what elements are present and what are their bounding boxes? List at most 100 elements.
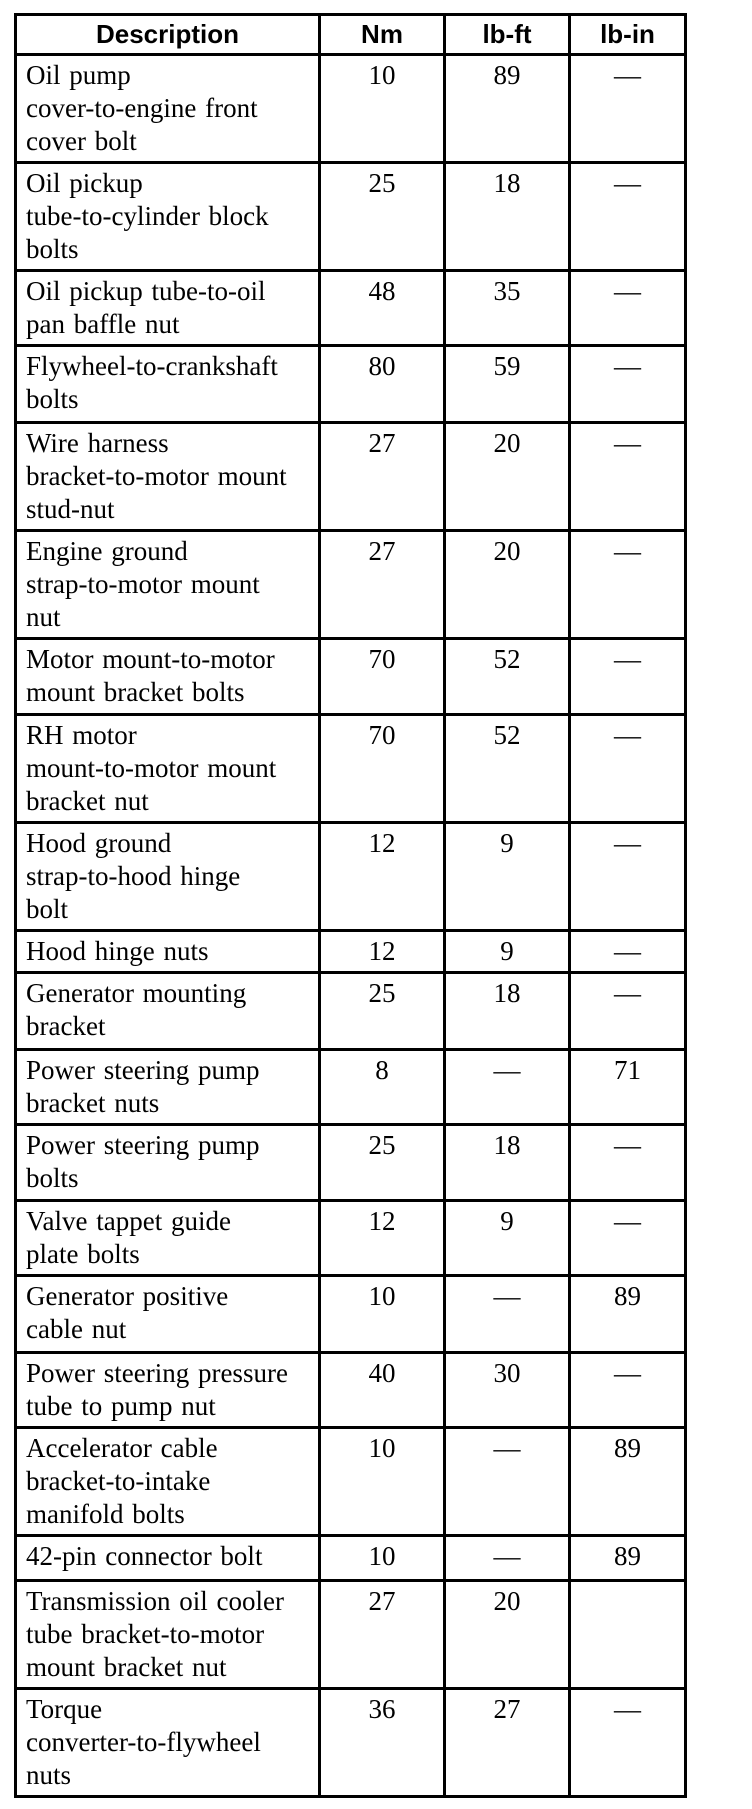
lb-ft-cell: 35: [443, 269, 571, 347]
nm-cell: 80: [318, 344, 446, 424]
column-header-description: Description: [14, 13, 321, 56]
nm-cell: 25: [318, 161, 446, 272]
lb-in-cell: 71: [568, 1048, 687, 1126]
description-cell: 42-pin connector bolt: [14, 1534, 321, 1582]
table-row: Transmission oil cooler tube bracket-to-…: [14, 1579, 687, 1690]
table-row: 42-pin connector bolt 10 — 89: [14, 1534, 687, 1582]
column-header-lb-ft: lb-ft: [443, 13, 571, 56]
table-row: Wire harness bracket-to-motor mount stud…: [14, 421, 687, 532]
description-cell: Oil pump cover-to-engine front cover bol…: [14, 53, 321, 164]
nm-cell: 27: [318, 529, 446, 640]
nm-cell: 27: [318, 421, 446, 532]
description-cell: Transmission oil cooler tube bracket-to-…: [14, 1579, 321, 1690]
lb-ft-cell: —: [443, 1426, 571, 1537]
lb-ft-cell: 18: [443, 161, 571, 272]
description-cell: Power steering pump bracket nuts: [14, 1048, 321, 1126]
lb-in-cell: —: [568, 713, 687, 824]
nm-cell: 10: [318, 1426, 446, 1537]
lb-ft-cell: 9: [443, 821, 571, 932]
table-row: Flywheel-to-crankshaft bolts 80 59 —: [14, 344, 687, 424]
lb-in-cell: 89: [568, 1426, 687, 1537]
table-row: Oil pickup tube-to-cylinder block bolts …: [14, 161, 687, 272]
description-cell: Generator mounting bracket: [14, 971, 321, 1051]
lb-ft-cell: 20: [443, 1579, 571, 1690]
description-cell: Power steering pump bolts: [14, 1123, 321, 1202]
lb-in-cell: —: [568, 344, 687, 424]
nm-cell: 70: [318, 637, 446, 716]
nm-cell: 12: [318, 929, 446, 974]
table-row: Generator mounting bracket 25 18 —: [14, 971, 687, 1051]
lb-ft-cell: 89: [443, 53, 571, 164]
lb-ft-cell: 52: [443, 713, 571, 824]
description-cell: Oil pickup tube-to-oil pan baffle nut: [14, 269, 321, 347]
nm-cell: 70: [318, 713, 446, 824]
description-cell: Torque converter-to-flywheel nuts: [14, 1687, 321, 1798]
nm-cell: 40: [318, 1351, 446, 1429]
torque-specifications-table: Description Nm lb-ft lb-in Oil pump cove…: [14, 13, 687, 1798]
table-row: Accelerator cable bracket-to-intake mani…: [14, 1426, 687, 1537]
table-header-row: Description Nm lb-ft lb-in: [14, 13, 687, 56]
lb-ft-cell: 9: [443, 929, 571, 974]
description-cell: Motor mount-to-motor mount bracket bolts: [14, 637, 321, 716]
table-row: Oil pickup tube-to-oil pan baffle nut 48…: [14, 269, 687, 347]
description-cell: Valve tappet guide plate bolts: [14, 1199, 321, 1277]
nm-cell: 12: [318, 1199, 446, 1277]
lb-in-cell: 89: [568, 1534, 687, 1582]
lb-ft-cell: 9: [443, 1199, 571, 1277]
nm-cell: 12: [318, 821, 446, 932]
lb-ft-cell: 27: [443, 1687, 571, 1798]
lb-ft-cell: —: [443, 1274, 571, 1354]
table-row: RH motor mount-to-motor mount bracket nu…: [14, 713, 687, 824]
nm-cell: 10: [318, 1534, 446, 1582]
lb-in-cell: —: [568, 1687, 687, 1798]
lb-ft-cell: —: [443, 1048, 571, 1126]
lb-ft-cell: 18: [443, 971, 571, 1051]
lb-in-cell: —: [568, 1351, 687, 1429]
lb-in-cell: 89: [568, 1274, 687, 1354]
table-row: Hood ground strap-to-hood hinge bolt 12 …: [14, 821, 687, 932]
lb-in-cell: —: [568, 1123, 687, 1202]
lb-in-cell: —: [568, 269, 687, 347]
lb-in-cell: —: [568, 421, 687, 532]
column-header-lb-in: lb-in: [568, 13, 687, 56]
description-cell: Wire harness bracket-to-motor mount stud…: [14, 421, 321, 532]
lb-ft-cell: 59: [443, 344, 571, 424]
table-row: Generator positive cable nut 10 — 89: [14, 1274, 687, 1354]
column-header-nm: Nm: [318, 13, 446, 56]
table-row: Torque converter-to-flywheel nuts 36 27 …: [14, 1687, 687, 1798]
lb-in-cell: —: [568, 529, 687, 640]
nm-cell: 27: [318, 1579, 446, 1690]
description-cell: RH motor mount-to-motor mount bracket nu…: [14, 713, 321, 824]
description-cell: Engine ground strap-to-motor mount nut: [14, 529, 321, 640]
lb-in-cell: [568, 1579, 687, 1690]
description-cell: Power steering pressure tube to pump nut: [14, 1351, 321, 1429]
lb-in-cell: —: [568, 821, 687, 932]
description-cell: Flywheel-to-crankshaft bolts: [14, 344, 321, 424]
table-row: Power steering pressure tube to pump nut…: [14, 1351, 687, 1429]
nm-cell: 25: [318, 971, 446, 1051]
nm-cell: 25: [318, 1123, 446, 1202]
lb-in-cell: —: [568, 971, 687, 1051]
description-cell: Hood ground strap-to-hood hinge bolt: [14, 821, 321, 932]
lb-ft-cell: —: [443, 1534, 571, 1582]
nm-cell: 10: [318, 53, 446, 164]
lb-ft-cell: 20: [443, 529, 571, 640]
description-cell: Oil pickup tube-to-cylinder block bolts: [14, 161, 321, 272]
table-row: Engine ground strap-to-motor mount nut 2…: [14, 529, 687, 640]
nm-cell: 48: [318, 269, 446, 347]
lb-in-cell: —: [568, 637, 687, 716]
description-cell: Generator positive cable nut: [14, 1274, 321, 1354]
lb-ft-cell: 18: [443, 1123, 571, 1202]
table-row: Power steering pump bolts 25 18 —: [14, 1123, 687, 1202]
description-cell: Hood hinge nuts: [14, 929, 321, 974]
table-row: Hood hinge nuts 12 9 —: [14, 929, 687, 974]
lb-in-cell: —: [568, 1199, 687, 1277]
lb-in-cell: —: [568, 161, 687, 272]
lb-ft-cell: 52: [443, 637, 571, 716]
lb-in-cell: —: [568, 929, 687, 974]
lb-in-cell: —: [568, 53, 687, 164]
table-row: Power steering pump bracket nuts 8 — 71: [14, 1048, 687, 1126]
lb-ft-cell: 20: [443, 421, 571, 532]
description-cell: Accelerator cable bracket-to-intake mani…: [14, 1426, 321, 1537]
lb-ft-cell: 30: [443, 1351, 571, 1429]
